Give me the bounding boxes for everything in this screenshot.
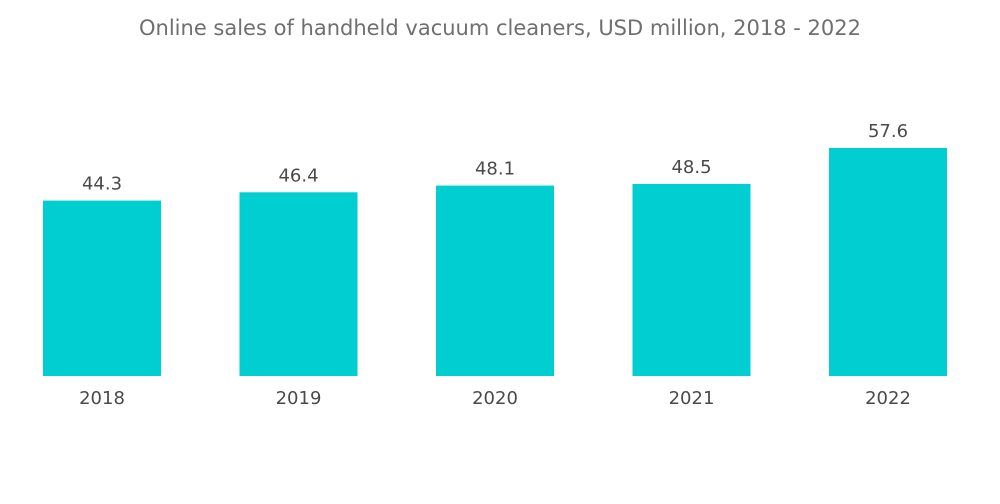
bar-2020 xyxy=(436,185,554,376)
bar-2022 xyxy=(829,148,947,376)
value-label-2021: 48.5 xyxy=(671,157,711,178)
value-label-2019: 46.4 xyxy=(278,165,318,186)
value-label-2022: 57.6 xyxy=(868,121,908,142)
chart-title: Online sales of handheld vacuum cleaners… xyxy=(139,16,861,40)
value-label-2018: 44.3 xyxy=(82,174,122,195)
x-tick-label-2021: 2021 xyxy=(669,388,715,409)
x-tick-label-2019: 2019 xyxy=(276,388,322,409)
bar-2018 xyxy=(43,200,161,376)
bar-2019 xyxy=(239,192,358,376)
bar-2021 xyxy=(632,184,751,376)
x-tick-label-2020: 2020 xyxy=(472,388,518,409)
bars-layer xyxy=(43,148,947,376)
x-tick-label-2022: 2022 xyxy=(865,388,911,409)
value-label-2020: 48.1 xyxy=(475,159,515,180)
x-tick-label-2018: 2018 xyxy=(79,388,125,409)
x-axis-tick-labels: 2018 2019 2020 2021 2022 xyxy=(79,388,911,409)
value-labels-layer: 44.3 46.4 48.1 48.5 57.6 xyxy=(82,121,908,195)
